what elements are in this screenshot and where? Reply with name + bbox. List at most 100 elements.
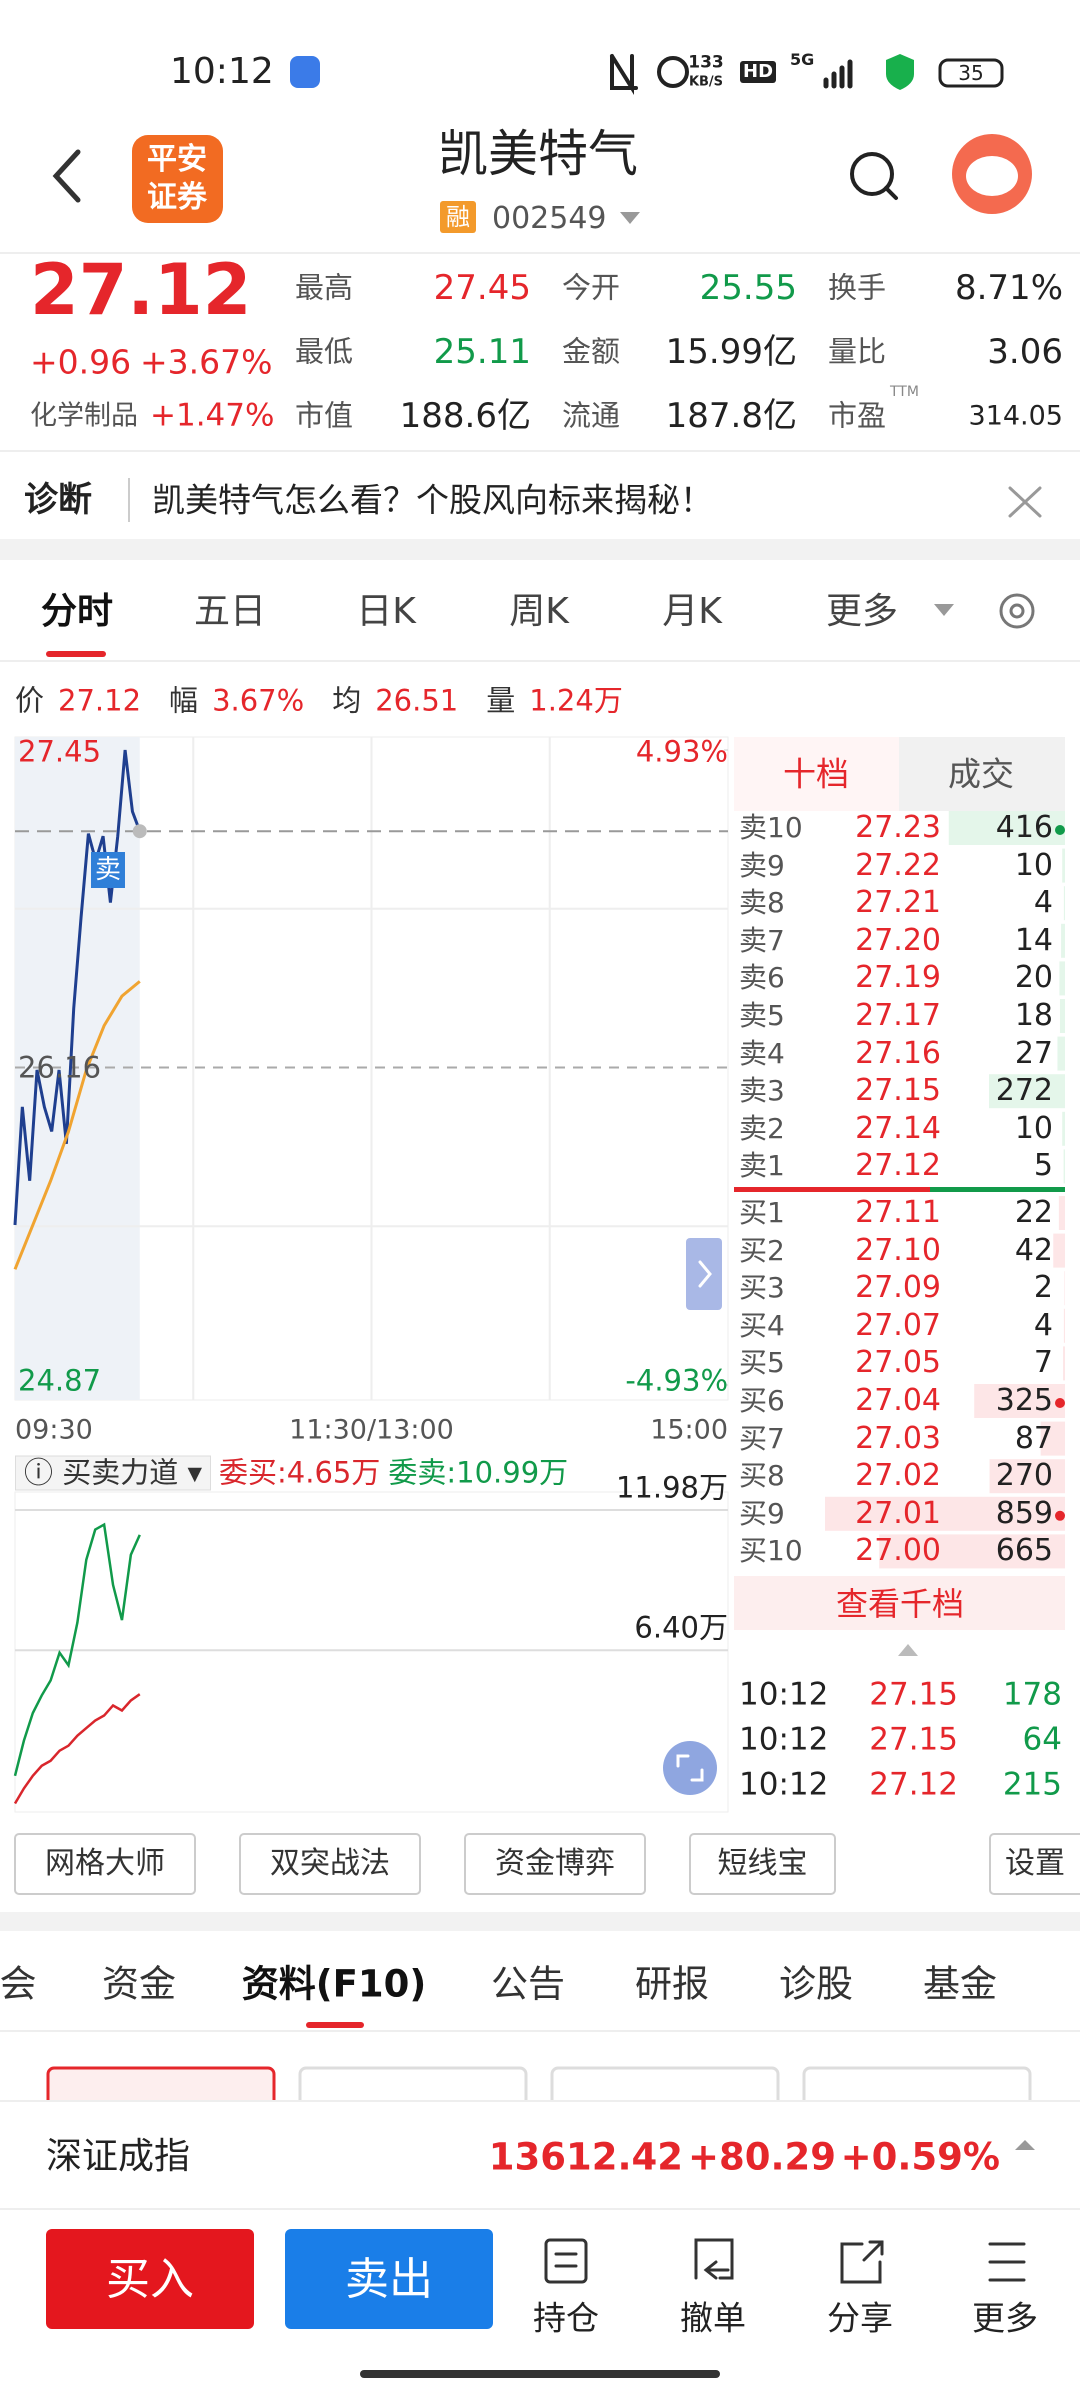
- expand-icon[interactable]: [1015, 2140, 1035, 2150]
- fullscreen-btn[interactable]: [663, 1741, 717, 1795]
- stat-value: 25.55: [699, 268, 797, 308]
- expand-tab[interactable]: [686, 1238, 722, 1310]
- settings-button[interactable]: [989, 1833, 1080, 1895]
- sell-label[interactable]: 卖出: [345, 2254, 433, 2305]
- stat-sup: TTM: [890, 384, 919, 400]
- series-line: [13, 749, 142, 1226]
- volume-bar: [989, 1074, 1065, 1109]
- tool-button[interactable]: [14, 1833, 196, 1895]
- book-volume: 87: [1014, 1420, 1053, 1456]
- divider: [0, 450, 1080, 452]
- dropdown-icon: [934, 604, 954, 616]
- book-volume: 18: [1014, 998, 1053, 1033]
- book-level: 买3: [739, 1271, 785, 1305]
- book-volume: 325: [995, 1383, 1053, 1418]
- index-name: 深证成指: [46, 2136, 191, 2177]
- logo-text: 平安: [147, 142, 207, 177]
- search-icon[interactable]: [850, 152, 894, 196]
- book-price: 27.05: [855, 1345, 941, 1381]
- info-value: 27.12: [58, 683, 142, 718]
- search-icon: [884, 186, 898, 200]
- collapse-icon[interactable]: [898, 1644, 918, 1656]
- period-tab[interactable]: 月K: [662, 591, 722, 632]
- period-tab[interactable]: 更多: [825, 591, 899, 632]
- book-volume: 4: [1033, 885, 1053, 921]
- detail-tab[interactable]: 公告: [491, 1962, 565, 2006]
- action-label[interactable]: 撤单: [680, 2298, 746, 2338]
- diagnosis-text[interactable]: 凯美特气怎么看？个股风向标来揭秘！: [152, 480, 713, 520]
- book-tab[interactable]: 十档: [783, 754, 849, 794]
- tab-underline: [46, 651, 106, 657]
- tab-bg: [734, 737, 899, 811]
- book-level: 卖9: [739, 848, 785, 882]
- book-level: 卖5: [739, 999, 785, 1032]
- time-label: 11:30/13:00: [289, 1414, 454, 1446]
- last-price-dot: [132, 824, 147, 839]
- network-label: 5G: [790, 50, 815, 69]
- tool-button[interactable]: [239, 1833, 421, 1895]
- close-icon[interactable]: [1008, 486, 1042, 518]
- more-levels[interactable]: 查看千档: [835, 1585, 965, 1623]
- book-price: 27.00: [855, 1533, 941, 1569]
- book-level: 买2: [739, 1233, 785, 1267]
- book-volume: 42: [1014, 1232, 1053, 1268]
- detail-tab[interactable]: 研报: [635, 1962, 709, 2006]
- settings-icon[interactable]: [999, 593, 1035, 629]
- detail-tab[interactable]: 资料(F10): [241, 1962, 427, 2006]
- settings-label[interactable]: 设置: [1005, 1846, 1065, 1881]
- book-volume: 22: [1014, 1195, 1053, 1230]
- stat-value: 187.8亿: [665, 396, 797, 436]
- period-tab[interactable]: 分时: [40, 591, 114, 632]
- tool-label[interactable]: 网格大师: [45, 1846, 165, 1881]
- sector-change: +1.47%: [150, 397, 275, 434]
- period-tab[interactable]: 周K: [509, 591, 569, 632]
- detail-tab[interactable]: 诊股: [779, 1962, 853, 2006]
- sell-button[interactable]: [285, 2229, 493, 2329]
- stat-label: 今开: [562, 270, 621, 305]
- action-label[interactable]: 分享: [827, 2298, 893, 2338]
- indicator-header: ⓘ 买卖力道 ▾ 委买:4.65万 委卖:10.99万: [15, 1455, 568, 1491]
- stat-value: 3.06: [987, 332, 1063, 372]
- index-bar-bg: [0, 2100, 1080, 2208]
- volume-bar: [1053, 1233, 1065, 1268]
- volume-bar: [1058, 1196, 1065, 1230]
- buy-button[interactable]: [46, 2229, 254, 2329]
- book-level: 买5: [739, 1346, 785, 1380]
- back-icon[interactable]: [52, 149, 81, 203]
- book-level: 卖7: [739, 923, 785, 957]
- buy-label[interactable]: 买入: [106, 2254, 194, 2305]
- book-level: 买9: [739, 1496, 785, 1530]
- detail-tab[interactable]: 会: [0, 1962, 37, 2006]
- book-tab[interactable]: 成交: [948, 754, 1014, 794]
- book-volume: 859: [995, 1495, 1053, 1531]
- alarm-icon: [657, 56, 689, 88]
- volume-bar: [1062, 1111, 1065, 1146]
- more-levels-bg[interactable]: [734, 1576, 1065, 1630]
- tool-button[interactable]: [464, 1833, 646, 1895]
- volume-bar: [1059, 999, 1065, 1033]
- tool-button[interactable]: [689, 1833, 836, 1895]
- action-label[interactable]: 更多: [972, 2298, 1038, 2338]
- more-icon: [988, 2242, 1026, 2282]
- stat-label: 市值: [295, 398, 354, 433]
- book-volume: 27: [1014, 1035, 1053, 1071]
- volume-bar: [974, 1384, 1065, 1418]
- period-tab[interactable]: 日K: [356, 591, 416, 632]
- tool-label[interactable]: 短线宝: [717, 1846, 808, 1881]
- divider: [0, 660, 1080, 662]
- detail-tab[interactable]: 基金: [923, 1962, 997, 2006]
- indicator-selector[interactable]: ⓘ 买卖力道 ▾: [15, 1455, 212, 1491]
- tool-label[interactable]: 双突战法: [270, 1846, 390, 1881]
- action-label[interactable]: 持仓: [533, 2298, 599, 2338]
- tool-label[interactable]: 资金博弈: [495, 1846, 615, 1881]
- book-volume: 10: [1014, 847, 1053, 883]
- book-price: 27.20: [855, 922, 941, 958]
- avatar-face: [966, 156, 1018, 196]
- period-tab[interactable]: 五日: [193, 591, 267, 632]
- book-level: 买4: [739, 1308, 785, 1342]
- trade-volume: 215: [1002, 1766, 1062, 1803]
- book-volume: 2: [1033, 1270, 1053, 1306]
- battery: [938, 58, 1004, 88]
- detail-tab[interactable]: 资金: [102, 1962, 176, 2006]
